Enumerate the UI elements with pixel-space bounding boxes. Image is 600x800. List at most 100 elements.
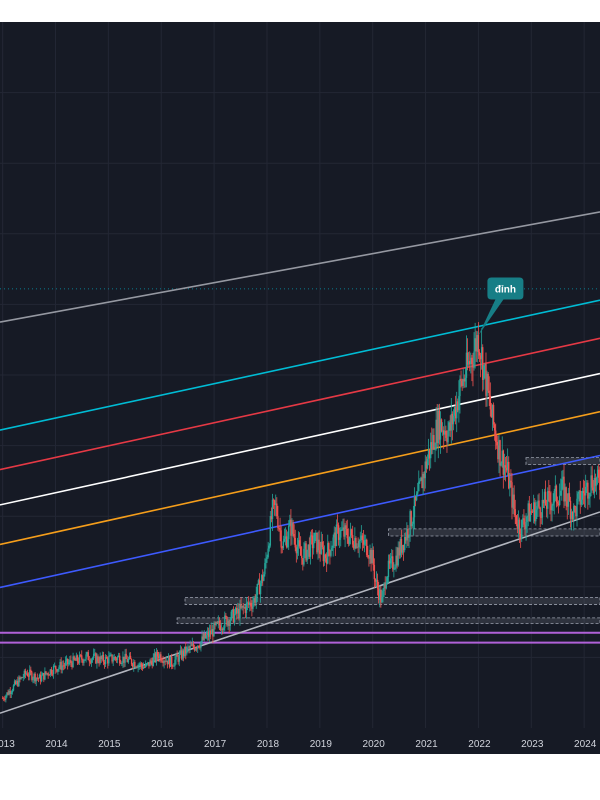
candle-body-107: [117, 655, 120, 657]
candle-body-117: [128, 655, 131, 659]
candle-body-252: [275, 503, 277, 505]
candle-body-170: [186, 647, 188, 654]
candle-body-290: [316, 532, 318, 553]
candle-body-145: [159, 654, 161, 659]
candle-body-309: [336, 524, 339, 526]
candle-body-452: [491, 404, 494, 418]
candle-body-313: [341, 529, 343, 531]
x-tick-label: 2022: [468, 739, 491, 750]
candle-body-160: [175, 654, 177, 660]
candle-body-200: [218, 621, 221, 626]
candle-body-180: [197, 645, 199, 649]
candle-body-232: [253, 598, 255, 604]
candle-body-398: [433, 435, 435, 450]
candle-body-45: [50, 669, 53, 674]
candle-body-89: [98, 661, 100, 664]
candle-body-357: [388, 560, 391, 564]
candle-body-108: [118, 655, 121, 664]
candle-body-105: [115, 658, 118, 660]
candle-body-487: [529, 511, 532, 522]
candle-body-464: [504, 465, 507, 468]
candle-body-128: [140, 663, 143, 666]
candle-body-493: [536, 506, 538, 510]
candle-body-544: [591, 475, 593, 488]
candle-body-223: [243, 606, 246, 608]
candle-body-213: [232, 609, 235, 623]
chart-panel[interactable]: đỉnh 2013 2014 2015 2016 2017 2018 2019 2020 202…: [0, 22, 600, 754]
candle-body-167: [182, 650, 185, 656]
candle-body-212: [231, 609, 234, 612]
candle-body-353: [384, 583, 386, 589]
candle-body-332: [361, 535, 364, 541]
candle-body-118: [129, 655, 132, 660]
candle-body-131: [143, 666, 146, 668]
candle-body-192: [210, 630, 212, 635]
candle-body-503: [547, 491, 549, 509]
x-tick-label: 2015: [98, 739, 121, 750]
candle-body-127: [139, 663, 141, 666]
candle-body-421: [458, 396, 460, 411]
candle-body-281: [306, 549, 308, 561]
candle-body-327: [356, 546, 358, 548]
candle-body-492: [535, 509, 537, 522]
candle-body-406: [441, 430, 444, 432]
support-zone-box-3: [176, 617, 600, 624]
candle-body-526: [571, 511, 574, 520]
candle-body-214: [233, 613, 236, 623]
candle-body-78: [86, 652, 88, 655]
peak-annotation[interactable]: đỉnh: [478, 277, 524, 336]
candle-body-271: [295, 547, 298, 554]
candle-body-302: [329, 550, 331, 556]
candle-body-41: [46, 673, 48, 674]
candle-body-3: [5, 695, 7, 700]
candle-body-414: [450, 413, 452, 431]
candle-body-354: [385, 582, 387, 589]
candle-body-235: [256, 583, 259, 595]
candle-body-403: [438, 410, 441, 440]
candle-body-209: [228, 620, 230, 626]
candle-body-181: [198, 645, 200, 648]
candle-body-33: [37, 678, 40, 679]
candle-body-182: [199, 647, 201, 649]
candle-body-314: [342, 527, 344, 530]
candle-body-481: [523, 518, 525, 525]
candle-body-273: [297, 540, 300, 547]
candle-body-377: [410, 511, 412, 527]
candle-body-52: [58, 667, 60, 670]
candle-body-397: [432, 435, 434, 449]
candle-body-109: [120, 663, 122, 665]
candle-body-28: [32, 678, 34, 680]
candle-body-384: [418, 481, 420, 492]
candle-body-466: [506, 461, 509, 471]
x-tick-label: 2018: [257, 739, 280, 750]
candle-body-322: [350, 529, 353, 536]
candle-body-104: [114, 656, 117, 659]
candle-body-207: [226, 616, 228, 626]
candle-body-412: [448, 422, 450, 431]
candle-body-337: [367, 555, 369, 558]
candle-body-74: [82, 659, 84, 663]
candle-body-525: [570, 511, 573, 519]
price-chart[interactable]: đỉnh 2013 2014 2015 2016 2017 2018 2019 2020 202…: [0, 22, 600, 754]
candle-body-48: [53, 665, 56, 667]
candle-body-9: [11, 690, 14, 693]
candle-body-126: [138, 665, 140, 666]
candle-body-531: [577, 493, 579, 499]
candle-body-92: [101, 654, 104, 659]
candle-body-96: [105, 657, 108, 659]
candle-body-345: [375, 579, 378, 582]
candle-body-448: [487, 373, 489, 391]
candle-body-549: [596, 469, 599, 478]
candle-body-233: [254, 598, 256, 603]
candle-body-255: [278, 528, 280, 529]
support-zone-box-0: [525, 457, 600, 466]
candle-body-508: [552, 502, 554, 506]
candle-body-480: [522, 518, 524, 520]
candle-body-179: [195, 648, 198, 650]
candle-body-386: [420, 477, 422, 481]
candle-body-2: [4, 699, 6, 700]
callout-bubble[interactable]: [478, 277, 524, 336]
candle-body-375: [408, 535, 410, 538]
candle-body-462: [502, 450, 505, 475]
candle-body-316: [344, 525, 346, 537]
